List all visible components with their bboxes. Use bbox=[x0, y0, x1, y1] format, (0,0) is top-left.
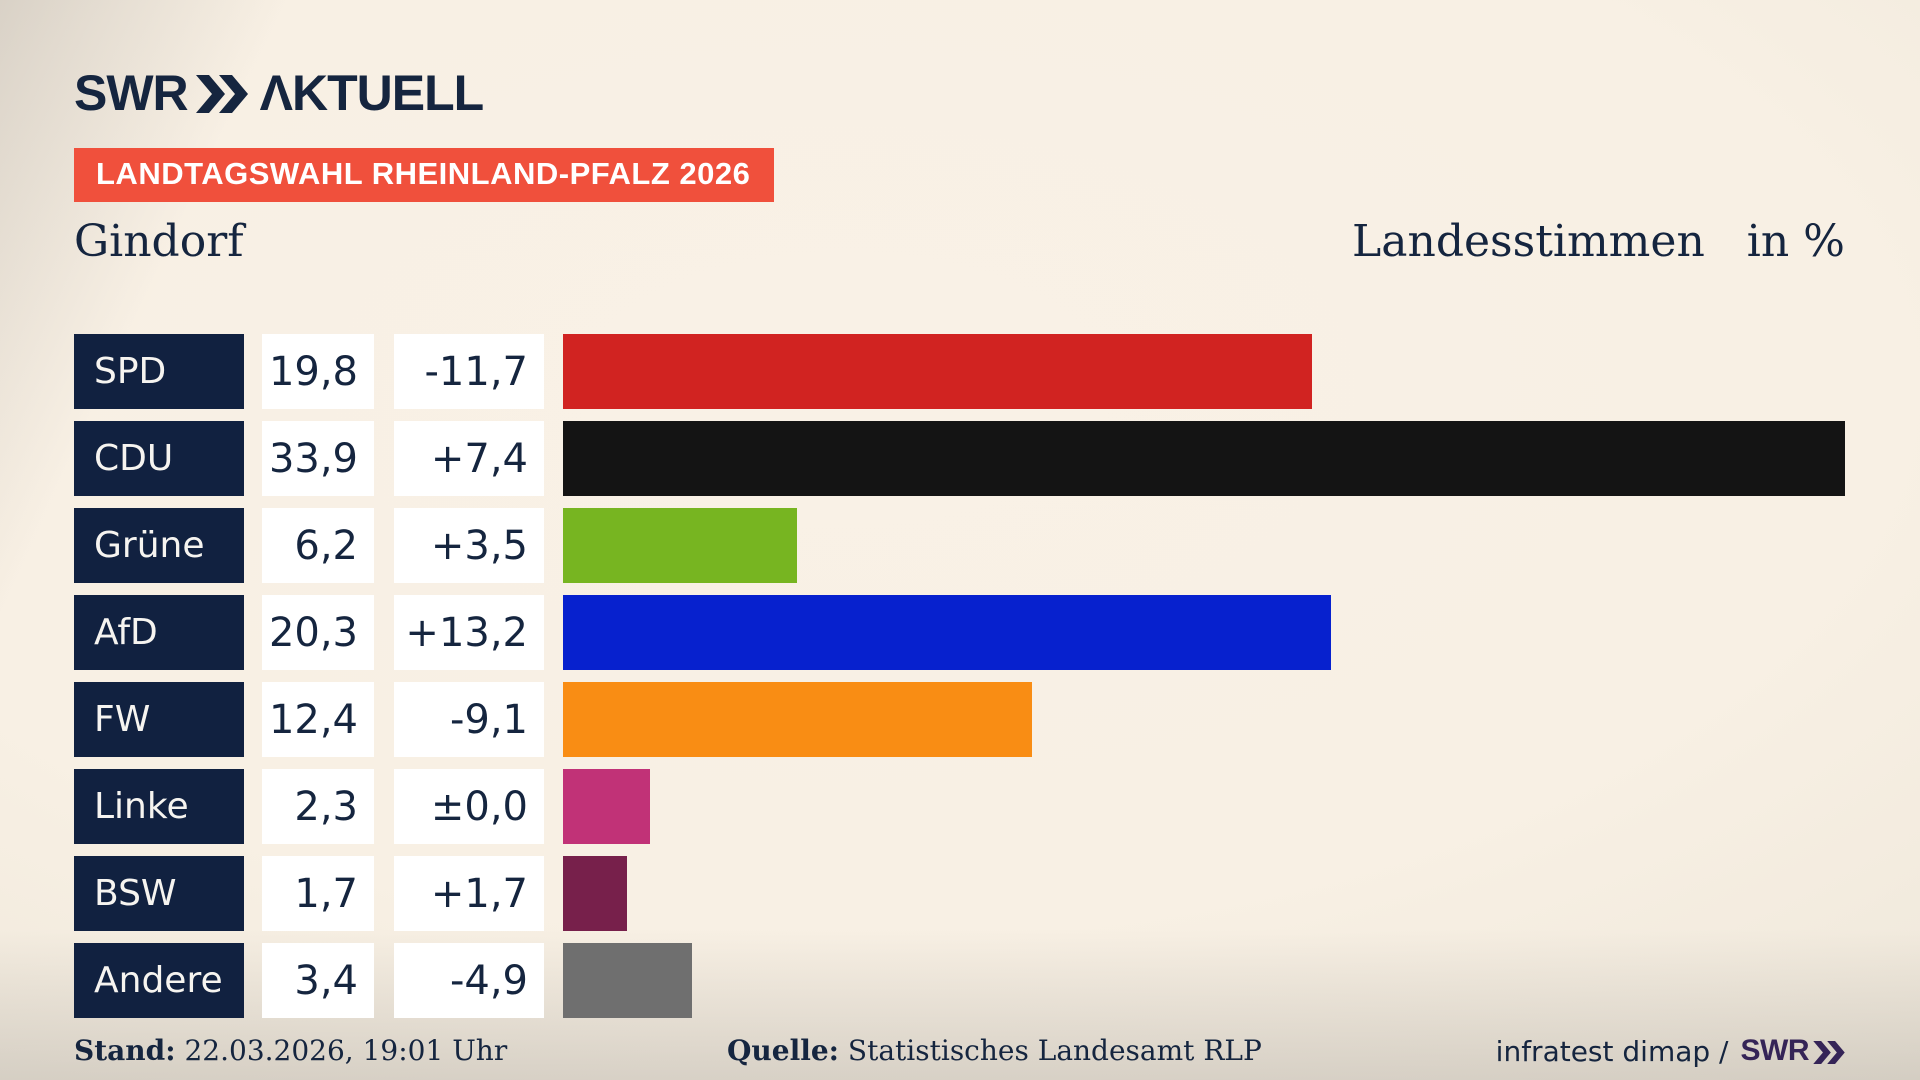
party-label: Andere bbox=[94, 960, 223, 1001]
stand-label: Stand: bbox=[74, 1034, 176, 1067]
bar-track bbox=[563, 769, 1845, 844]
party-value-cell: 6,2 bbox=[262, 508, 374, 583]
party-change-cell: +13,2 bbox=[394, 595, 544, 670]
party-label: Linke bbox=[94, 786, 189, 827]
party-label: BSW bbox=[94, 873, 177, 914]
bar-track bbox=[563, 421, 1845, 496]
table-row: SPD 19,8 -11,7 bbox=[74, 334, 1845, 409]
party-value-cell: 2,3 bbox=[262, 769, 374, 844]
party-label: CDU bbox=[94, 438, 174, 479]
credit: infratest dimap / SWR bbox=[1496, 1034, 1845, 1068]
quelle-label: Quelle: bbox=[727, 1034, 839, 1067]
source-note: Quelle: Statistisches Landesamt RLP bbox=[727, 1034, 1262, 1067]
quelle-value: Statistisches Landesamt RLP bbox=[847, 1034, 1262, 1067]
party-change-cell: -4,9 bbox=[394, 943, 544, 1018]
table-row: Grüne 6,2 +3,5 bbox=[74, 508, 1845, 583]
table-row: BSW 1,7 +1,7 bbox=[74, 856, 1845, 931]
party-change: -4,9 bbox=[449, 957, 528, 1004]
party-label: AfD bbox=[94, 612, 158, 653]
party-value-cell: 3,4 bbox=[262, 943, 374, 1018]
party-label-cell: Linke bbox=[74, 769, 244, 844]
swr-logo-text: SWR bbox=[74, 65, 189, 121]
party-bar bbox=[563, 856, 628, 931]
party-bar bbox=[563, 595, 1331, 670]
bar-track bbox=[563, 508, 1845, 583]
party-bar bbox=[563, 769, 650, 844]
stand-value: 22.03.2026, 19:01 Uhr bbox=[184, 1034, 508, 1067]
bar-track bbox=[563, 595, 1845, 670]
table-row: FW 12,4 -9,1 bbox=[74, 682, 1845, 757]
swr-aktuell-logo: SWR ΛKTUELL bbox=[74, 64, 485, 122]
unit-label: in % bbox=[1746, 216, 1845, 267]
party-label-cell: Andere bbox=[74, 943, 244, 1018]
party-label: FW bbox=[94, 699, 151, 740]
party-value-cell: 12,4 bbox=[262, 682, 374, 757]
party-value: 1,7 bbox=[294, 870, 358, 917]
party-bar bbox=[563, 508, 798, 583]
chart-rows: SPD 19,8 -11,7 CDU 33,9 +7,4 bbox=[74, 334, 1845, 1030]
party-label: SPD bbox=[94, 351, 167, 392]
party-value-cell: 1,7 bbox=[262, 856, 374, 931]
measure-title: Landesstimmen in % bbox=[1352, 216, 1845, 267]
party-label-cell: BSW bbox=[74, 856, 244, 931]
footer: Stand: 22.03.2026, 19:01 Uhr Quelle: Sta… bbox=[74, 1030, 1845, 1074]
title-bar: Gindorf Landesstimmen in % bbox=[74, 216, 1845, 267]
bar-track bbox=[563, 682, 1845, 757]
party-label-cell: Grüne bbox=[74, 508, 244, 583]
bar-track bbox=[563, 856, 1845, 931]
party-bar bbox=[563, 334, 1312, 409]
party-value: 20,3 bbox=[268, 609, 358, 656]
table-row: AfD 20,3 +13,2 bbox=[74, 595, 1845, 670]
party-bar bbox=[563, 682, 1032, 757]
bar-track bbox=[563, 334, 1845, 409]
party-bar bbox=[563, 943, 692, 1018]
party-value: 19,8 bbox=[268, 348, 358, 395]
party-label-cell: AfD bbox=[74, 595, 244, 670]
party-change-cell: +1,7 bbox=[394, 856, 544, 931]
table-row: CDU 33,9 +7,4 bbox=[74, 421, 1845, 496]
measure-label: Landesstimmen bbox=[1352, 216, 1705, 267]
party-value: 3,4 bbox=[294, 957, 358, 1004]
party-value-cell: 19,8 bbox=[262, 334, 374, 409]
party-change: -9,1 bbox=[449, 696, 528, 743]
party-value: 33,9 bbox=[268, 435, 358, 482]
party-change-cell: +3,5 bbox=[394, 508, 544, 583]
party-label: Grüne bbox=[94, 525, 205, 566]
party-bar bbox=[563, 421, 1845, 496]
credit-swr-logo: SWR bbox=[1740, 1034, 1810, 1067]
party-value-cell: 20,3 bbox=[262, 595, 374, 670]
credit-text: infratest dimap / bbox=[1495, 1034, 1729, 1068]
party-label-cell: CDU bbox=[74, 421, 244, 496]
party-change: ±0,0 bbox=[430, 783, 528, 830]
party-value: 6,2 bbox=[294, 522, 358, 569]
municipality-title: Gindorf bbox=[74, 216, 244, 267]
double-chevron-right-icon bbox=[1813, 1040, 1845, 1064]
party-value: 12,4 bbox=[268, 696, 358, 743]
party-value: 2,3 bbox=[294, 783, 358, 830]
table-row: Andere 3,4 -4,9 bbox=[74, 943, 1845, 1018]
party-change: +7,4 bbox=[430, 435, 528, 482]
aktuell-logo-text: ΛKTUELL bbox=[259, 65, 485, 121]
party-label-cell: SPD bbox=[74, 334, 244, 409]
party-change: -11,7 bbox=[424, 348, 529, 395]
stand-timestamp: Stand: 22.03.2026, 19:01 Uhr bbox=[74, 1034, 507, 1067]
party-change: +1,7 bbox=[430, 870, 528, 917]
party-change-cell: ±0,0 bbox=[394, 769, 544, 844]
table-row: Linke 2,3 ±0,0 bbox=[74, 769, 1845, 844]
party-change: +13,2 bbox=[405, 609, 528, 656]
party-value-cell: 33,9 bbox=[262, 421, 374, 496]
election-banner: LANDTAGSWAHL RHEINLAND-PFALZ 2026 bbox=[74, 148, 775, 202]
party-change-cell: -11,7 bbox=[394, 334, 544, 409]
party-change: +3,5 bbox=[430, 522, 528, 569]
party-change-cell: -9,1 bbox=[394, 682, 544, 757]
party-label-cell: FW bbox=[74, 682, 244, 757]
party-change-cell: +7,4 bbox=[394, 421, 544, 496]
bar-track bbox=[563, 943, 1845, 1018]
double-chevron-right-icon bbox=[195, 75, 248, 113]
